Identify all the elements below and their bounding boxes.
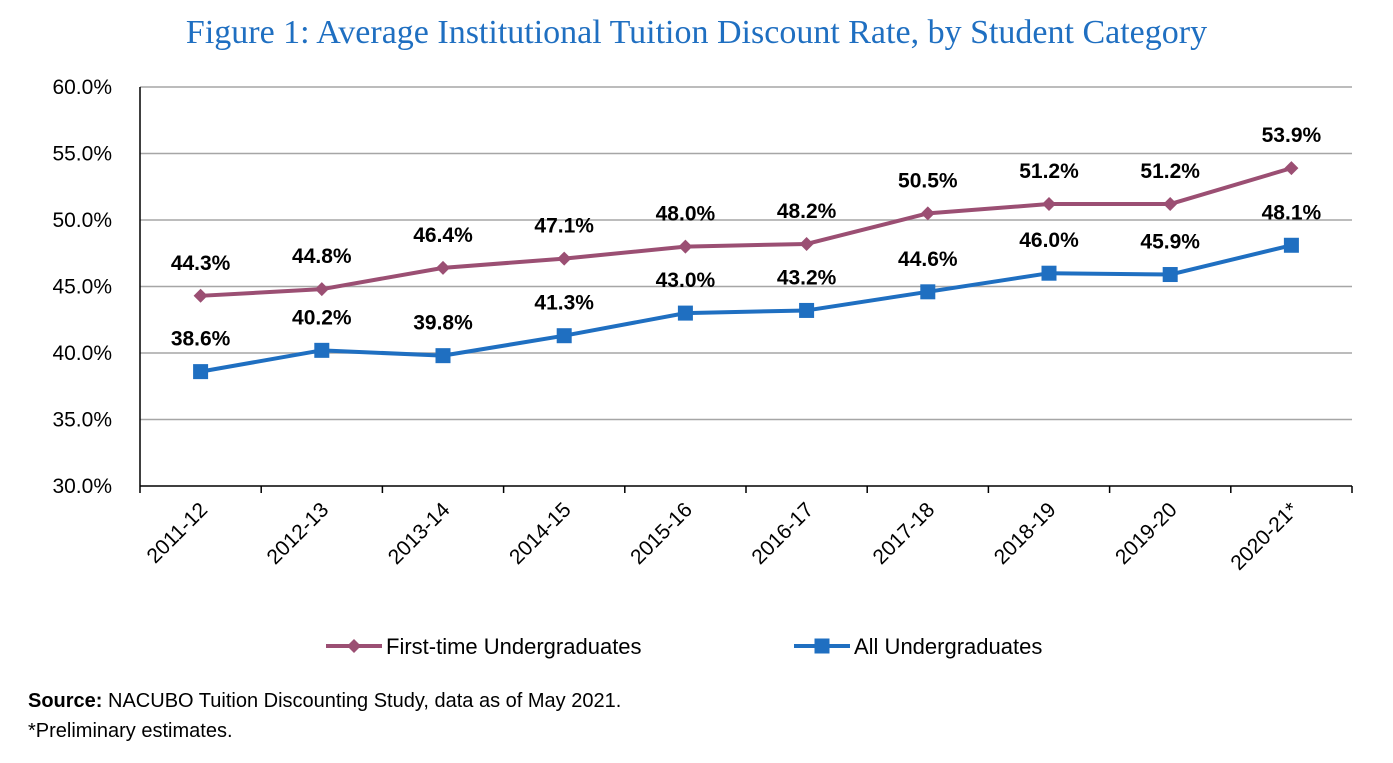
footnote: Source: NACUBO Tuition Discounting Study… [28,686,621,746]
source-text: NACUBO Tuition Discounting Study, data a… [102,690,622,712]
x-tick-label: 2020-21* [1226,498,1303,575]
square-marker [435,348,451,364]
x-tick-label: 2012-13 [263,498,334,569]
y-tick-label: 35.0% [52,409,112,432]
data-label: 51.2% [1140,160,1200,183]
diamond-marker [678,239,693,254]
source-label: Source: [28,690,103,712]
data-label: 44.6% [898,248,958,271]
data-label: 48.1% [1262,201,1322,224]
data-label: 46.4% [413,224,473,247]
chart-title: Figure 1: Average Institutional Tuition … [185,14,1208,51]
data-labels: 44.3% 44.8% 46.4% 47.1% 48.0% 48.2% 50.5% 51.2%… [171,124,1322,350]
diamond-marker [557,251,572,266]
data-label: 45.9% [1140,231,1200,254]
data-label: 38.6% [171,328,231,351]
x-tick-label: 2019-20 [1111,498,1182,569]
data-label: 43.2% [777,266,837,289]
data-label: 48.2% [777,200,837,223]
square-marker [814,638,830,654]
square-marker [677,305,693,321]
x-tick-label: 2015-16 [626,498,697,569]
x-tick-label: 2013-14 [384,498,455,569]
data-label: 53.9% [1262,124,1322,147]
data-label: 44.3% [171,252,231,275]
diamond-marker [193,288,208,303]
data-label: 44.8% [292,245,352,268]
data-label: 40.2% [292,306,352,329]
diamond-marker [314,282,329,297]
data-label: 50.5% [898,169,958,192]
series [193,161,1299,380]
square-marker [193,364,209,380]
data-label: 48.0% [656,203,716,226]
data-label: 46.0% [1019,229,1079,252]
diamond-marker [799,236,814,251]
diamond-marker [1042,197,1056,212]
y-tick-label: 45.0% [52,276,112,299]
diamond-marker [436,260,450,275]
series-line [200,166,1292,298]
square-marker [556,328,572,344]
line-chart: 30.0% 35.0% 40.0% 45.0% 50.0% 55.0% 60.0% 2011-… [52,76,1353,659]
square-marker [314,342,330,358]
x-tick-label: 2018-19 [990,498,1061,569]
data-label: 47.1% [534,215,594,238]
diamond-marker [1163,197,1178,212]
legend-label: First-time Undergraduates [386,634,642,659]
diamond-marker [347,639,361,653]
y-tick-label: 40.0% [52,342,112,365]
square-marker [920,284,936,300]
y-tick-label: 50.0% [52,209,112,232]
axes: 30.0% 35.0% 40.0% 45.0% 50.0% 55.0% 60.0% 2011-… [52,76,1353,575]
x-tick-label: 2017-18 [869,498,940,569]
square-marker [1041,265,1057,281]
data-label: 39.8% [413,312,473,335]
legend-label: All Undergraduates [854,634,1042,659]
diamond-marker [920,206,935,221]
diamond-marker [1284,161,1299,176]
y-tick-label: 55.0% [52,143,112,166]
y-tick-label: 60.0% [52,76,112,99]
preliminary-note: *Preliminary estimates. [28,720,233,742]
x-tick-label: 2014-15 [505,498,576,569]
x-tick-label: 2011-12 [142,498,212,568]
square-marker [1162,267,1178,283]
data-label: 43.0% [656,269,716,292]
y-tick-label: 30.0% [52,475,112,498]
square-marker [1283,237,1299,253]
source-line: Source: NACUBO Tuition Discounting Study… [28,686,621,716]
series-line [200,243,1292,374]
data-label: 51.2% [1019,160,1079,183]
data-label: 41.3% [534,292,594,315]
x-tick-label: 2016-17 [747,498,818,569]
square-marker [799,302,815,318]
legend: First-time Undergraduates All Undergradua… [326,634,1042,659]
